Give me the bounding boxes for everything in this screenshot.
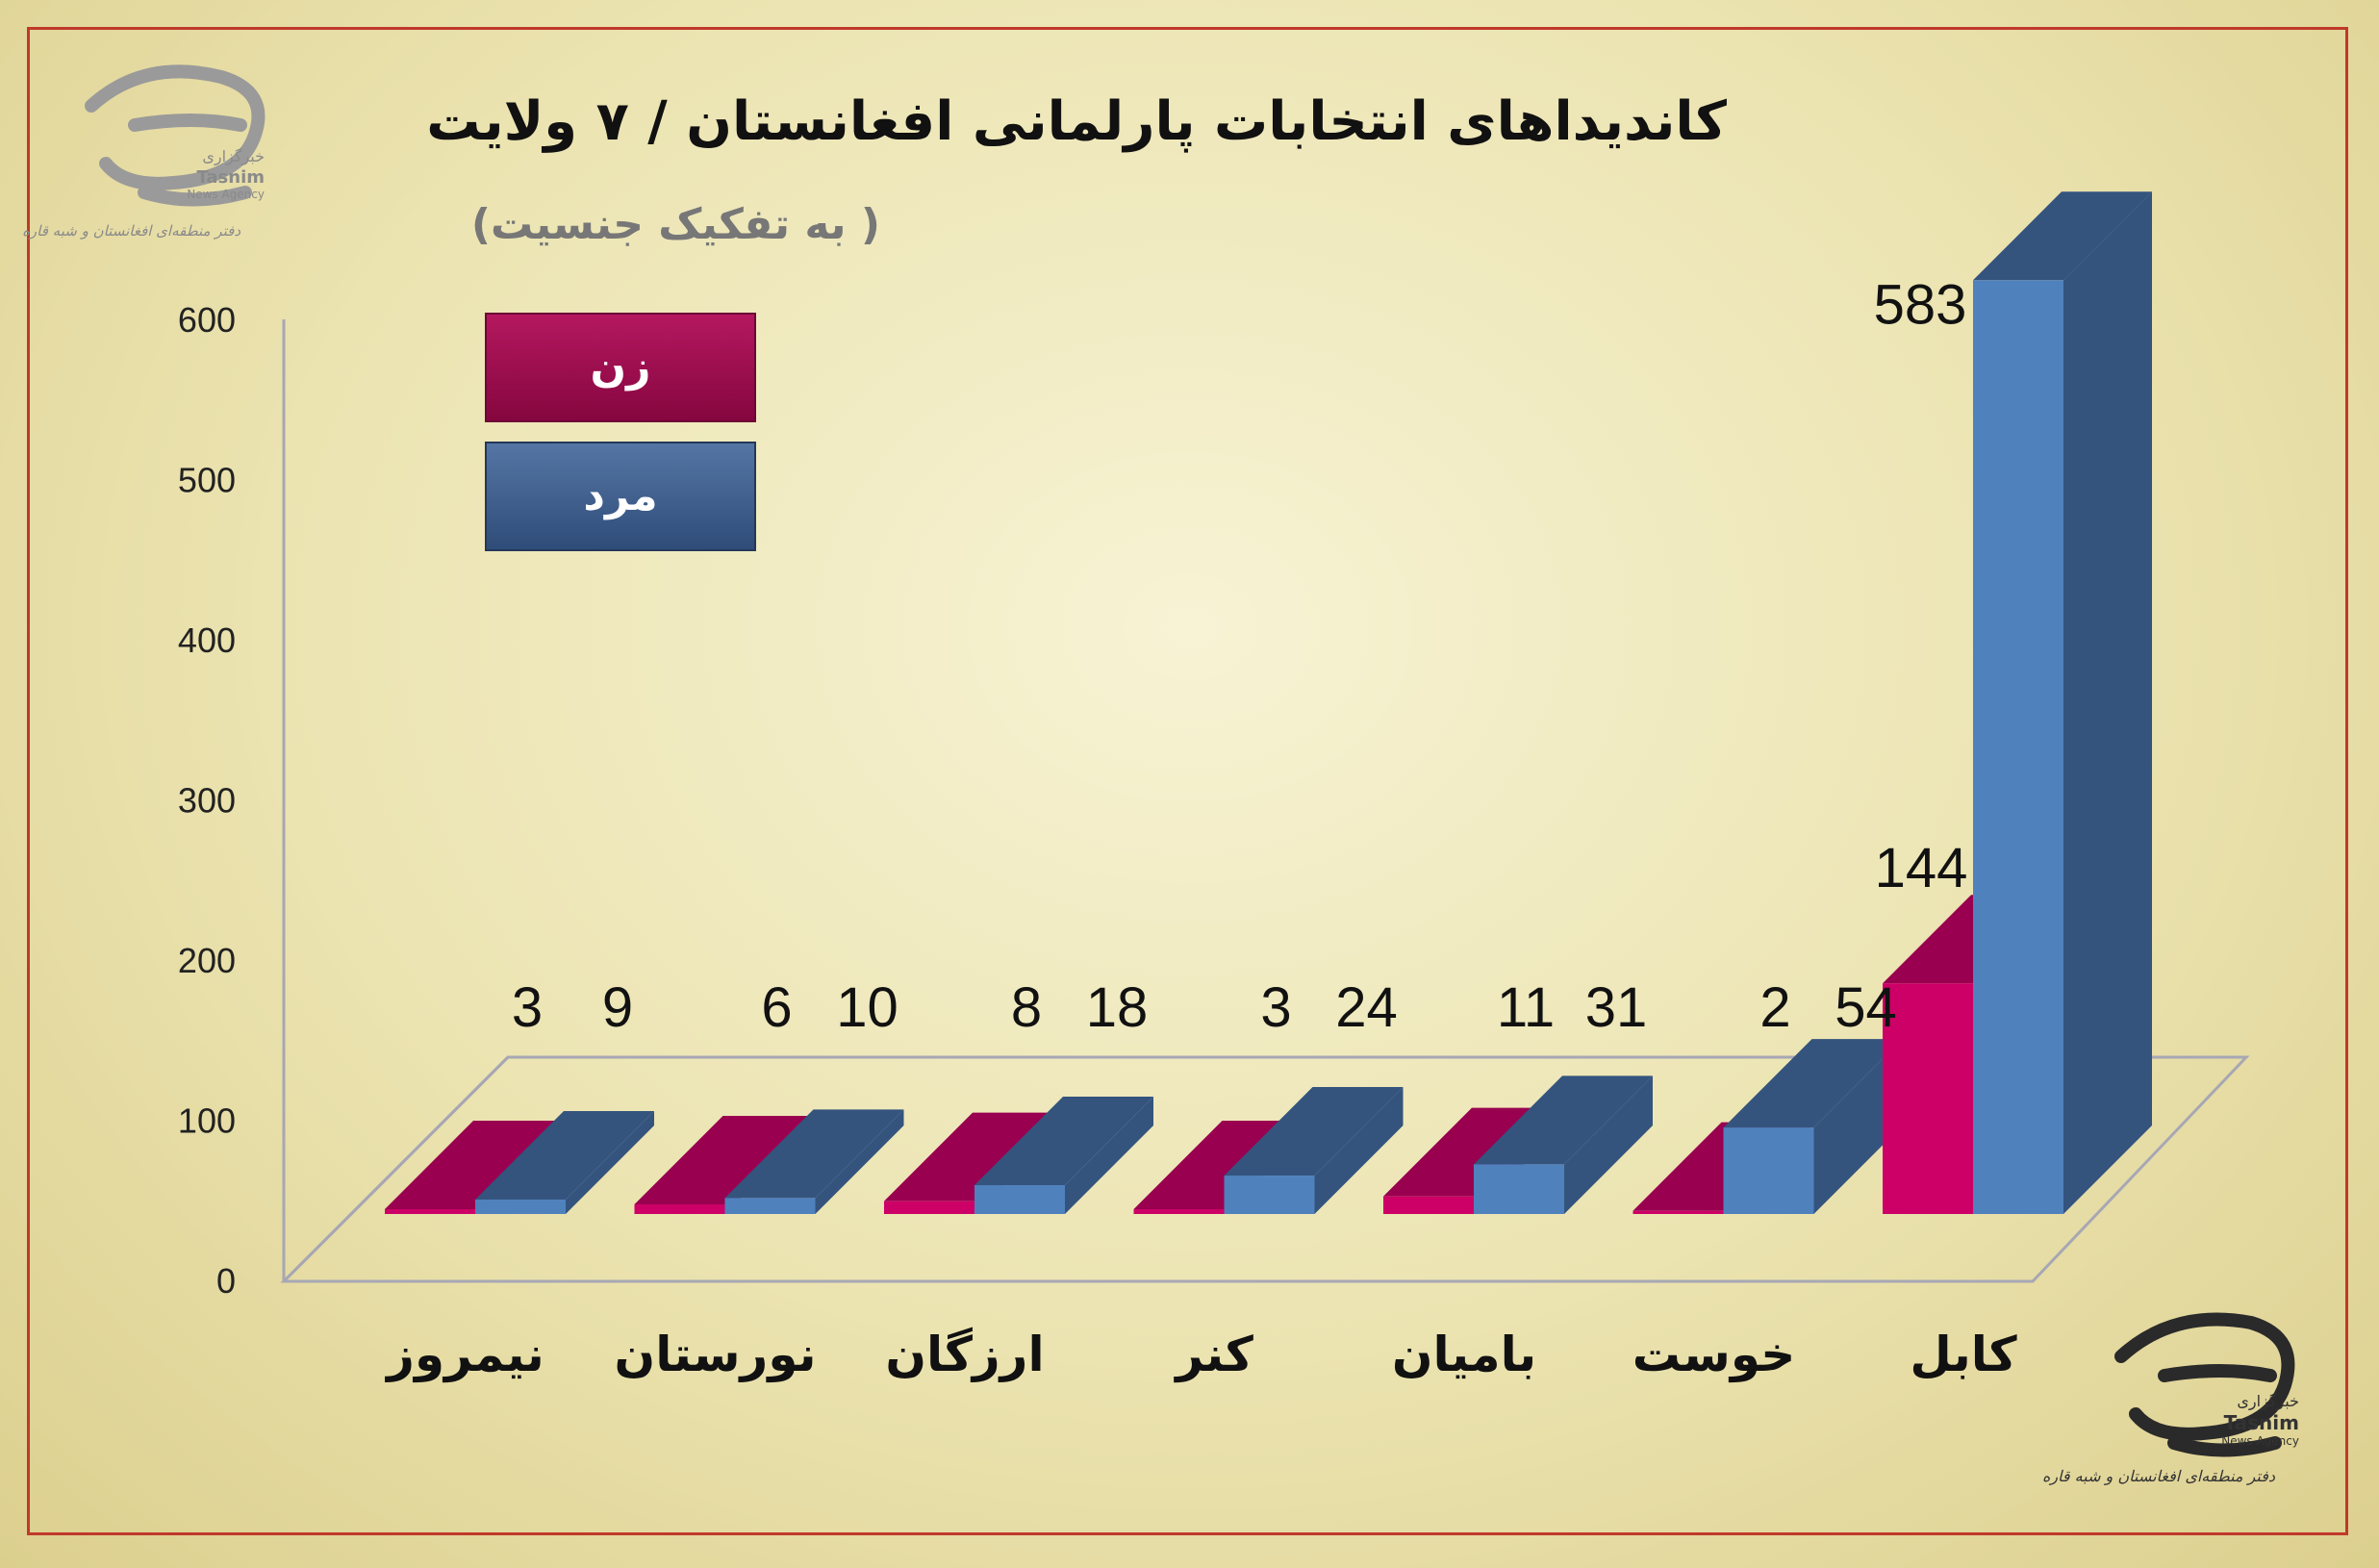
tasnim-logo-tagline: News Agency <box>2221 1434 2299 1448</box>
value-label-male: 24 <box>1335 976 1398 1039</box>
bar-female-front <box>1383 1196 1474 1214</box>
chart-title: کاندیداهای انتخابات پارلمانی افغانستان /… <box>426 90 1727 153</box>
bar-male-0 <box>475 1111 654 1214</box>
bar-male-side <box>1065 1097 1153 1214</box>
bar-male-front <box>1973 280 2063 1214</box>
bar-female-top <box>634 1116 814 1205</box>
bar-male-side <box>2063 191 2152 1215</box>
tasnim-logo-brand-en: Tasnim <box>2224 1411 2299 1434</box>
value-label-male: 54 <box>1835 976 1897 1039</box>
y-tick-label: 0 <box>216 1261 236 1301</box>
bar-male-3 <box>1224 1087 1404 1214</box>
x-category-label: خوست <box>1632 1327 1795 1383</box>
tasnim-logo-top: خبرگزاری Tasnim News Agency دفتر منطقه‌ا… <box>22 64 266 240</box>
legend-swatch-female <box>485 313 756 422</box>
value-label-female: 6 <box>761 976 792 1039</box>
tasnim-logo-bottom: خبرگزاری Tasnim News Agency دفتر منطقه‌ا… <box>2042 1312 2299 1485</box>
bar-male-side <box>1813 1039 1903 1214</box>
bar-male-4 <box>1474 1075 1653 1214</box>
value-label-male: 9 <box>602 976 633 1039</box>
bar-male-top <box>1973 191 2152 281</box>
bar-male-side <box>1564 1075 1653 1214</box>
bar-male-top <box>1474 1075 1653 1165</box>
bar-female-top <box>884 1112 1063 1201</box>
bar-female-front <box>884 1201 974 1214</box>
value-label-male: 583 <box>1874 273 1967 336</box>
bar-male-front <box>974 1185 1065 1214</box>
tasnim-logo-office: دفتر منطقه‌ای افغانستان و شبه قاره <box>22 222 240 240</box>
legend: زن مرد <box>485 313 756 551</box>
bar-female-top <box>385 1121 564 1210</box>
y-tick-label: 600 <box>178 300 236 340</box>
bar-male-1 <box>724 1109 904 1214</box>
value-label-male: 18 <box>1086 976 1149 1039</box>
bar-male-front <box>1474 1164 1564 1214</box>
bar-male-side <box>1314 1087 1404 1214</box>
tasnim-logo-icon <box>2114 1312 2295 1457</box>
bar-male-front <box>724 1198 816 1214</box>
x-category-label: کنر <box>1173 1327 1254 1383</box>
chart-subtitle: ( به تفکیک جنسیت) <box>471 200 880 249</box>
bar-male-side <box>566 1111 654 1214</box>
value-label-female: 8 <box>1011 976 1042 1039</box>
bar-male-6 <box>1973 191 2152 1215</box>
bar-male-top <box>475 1111 654 1201</box>
tasnim-logo-brand-fa: خبرگزاری <box>2237 1392 2299 1411</box>
tasnim-logo-tagline: News Agency <box>187 188 265 201</box>
bar-female-front <box>1133 1209 1225 1214</box>
value-label-male: 31 <box>1585 976 1648 1039</box>
x-category-label: کابل <box>1910 1327 2017 1382</box>
tasnim-logo-brand-en: Tasnim <box>196 167 265 188</box>
bars <box>385 191 2152 1215</box>
bar-male-top <box>724 1109 904 1199</box>
x-category-label: نیمروز <box>384 1327 544 1383</box>
bar-male-top <box>1723 1039 1903 1128</box>
y-tick-label: 500 <box>178 461 236 500</box>
bar-male-2 <box>974 1097 1153 1214</box>
y-tick-label: 400 <box>178 620 236 660</box>
bar-male-top <box>974 1097 1153 1186</box>
y-tick-label: 100 <box>178 1101 236 1141</box>
tasnim-logo-brand-fa: خبرگزاری <box>202 147 265 166</box>
bar-male-front <box>1723 1127 1814 1214</box>
bar-male-side <box>815 1109 904 1214</box>
value-label-female: 11 <box>1497 976 1555 1039</box>
bar-male-5 <box>1723 1039 1903 1214</box>
value-label-female: 3 <box>512 976 543 1039</box>
legend-label-male: مرد <box>583 471 657 520</box>
value-label-female: 3 <box>1260 976 1291 1039</box>
bar-male-front <box>1224 1176 1315 1214</box>
legend-label-female: زن <box>591 342 651 392</box>
x-category-label: نورستان <box>615 1327 817 1383</box>
chart-frame <box>27 27 2348 1535</box>
bar-female-front <box>634 1204 725 1214</box>
bar-male-front <box>475 1200 566 1214</box>
axes: 0 100 200 300 400 500 600 <box>178 300 2250 1301</box>
bar-female-front <box>1632 1210 1724 1214</box>
tasnim-logo-icon <box>85 64 266 207</box>
x-category-label: ارزگان <box>885 1327 1044 1382</box>
floor-edge <box>282 1055 510 1283</box>
x-category-label: بامیان <box>1392 1327 1536 1382</box>
bar-female-front <box>1883 983 1973 1214</box>
y-tick-label: 200 <box>178 941 236 980</box>
tasnim-logo-office: دفتر منطقه‌ای افغانستان و شبه قاره <box>2042 1467 2276 1485</box>
legend-swatch-male <box>485 442 756 551</box>
y-tick-label: 300 <box>178 781 236 821</box>
value-label-female: 144 <box>1875 837 1968 899</box>
value-label-male: 10 <box>836 976 898 1039</box>
bar-female-front <box>385 1209 475 1214</box>
bar-male-top <box>1224 1087 1404 1176</box>
value-label-female: 2 <box>1759 976 1790 1039</box>
